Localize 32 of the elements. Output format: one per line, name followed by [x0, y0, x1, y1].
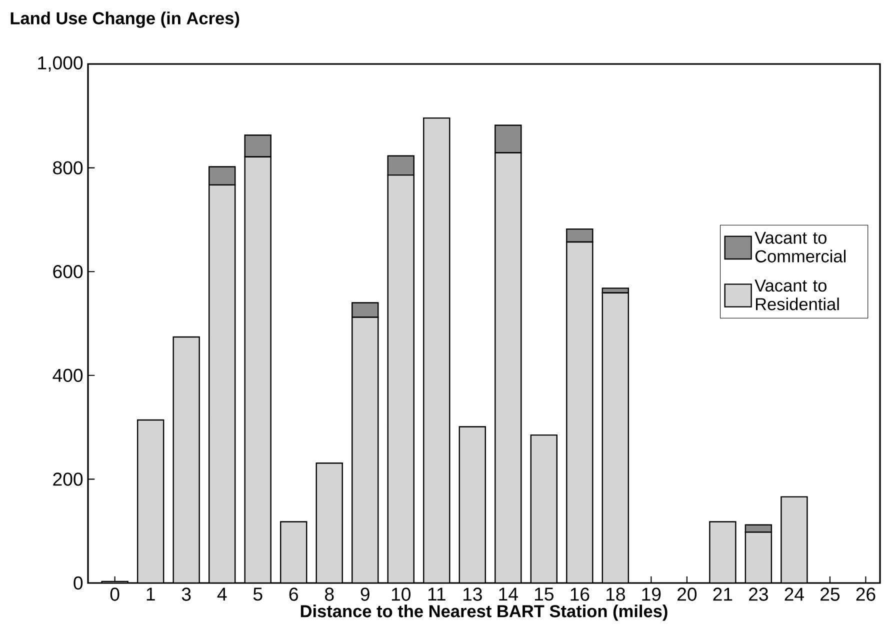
chart-title: Land Use Change (in Acres): [10, 12, 240, 28]
x-tick-label: 3: [182, 588, 191, 601]
x-tick-label: 14: [499, 588, 518, 600]
x-tick-label: 9: [360, 588, 370, 601]
x-tick-label: 25: [820, 588, 840, 601]
x-tick-label: 18: [606, 588, 625, 601]
y-tick-label: 400: [52, 368, 83, 382]
x-tick-label: 19: [642, 588, 661, 601]
y-tick-label: 200: [53, 472, 83, 486]
x-tick-label: 20: [678, 588, 697, 601]
x-tick-label: 16: [570, 588, 590, 601]
x-axis-title: Distance to the Nearest BART Station (miles): [300, 604, 668, 621]
y-tick-label: 800: [53, 161, 83, 174]
x-tick-label: 10: [392, 588, 410, 601]
x-tick-label: 13: [463, 588, 482, 601]
x-tick-label: 11: [428, 588, 446, 600]
y-tick-label: 600: [53, 264, 83, 278]
x-tick-label: 0: [110, 588, 120, 601]
x-tick-label: 15: [534, 588, 554, 601]
legend-label: Vacant to Commercial: [754, 232, 846, 262]
legend-label: Vacant to Residential: [754, 280, 839, 310]
x-tick-label: 8: [325, 588, 334, 601]
x-tick-label: 5: [253, 588, 262, 601]
y-tick-label: 0: [74, 576, 83, 590]
y-tick-label: 1,000: [38, 56, 83, 72]
x-tick-label: 23: [749, 588, 768, 601]
x-tick-label: 6: [289, 588, 298, 601]
x-tick-label: 4: [217, 588, 227, 600]
x-tick-label: 26: [856, 588, 876, 601]
x-tick-label: 24: [784, 588, 804, 601]
x-tick-label: 1: [146, 588, 155, 600]
x-tick-label: 21: [713, 588, 732, 601]
